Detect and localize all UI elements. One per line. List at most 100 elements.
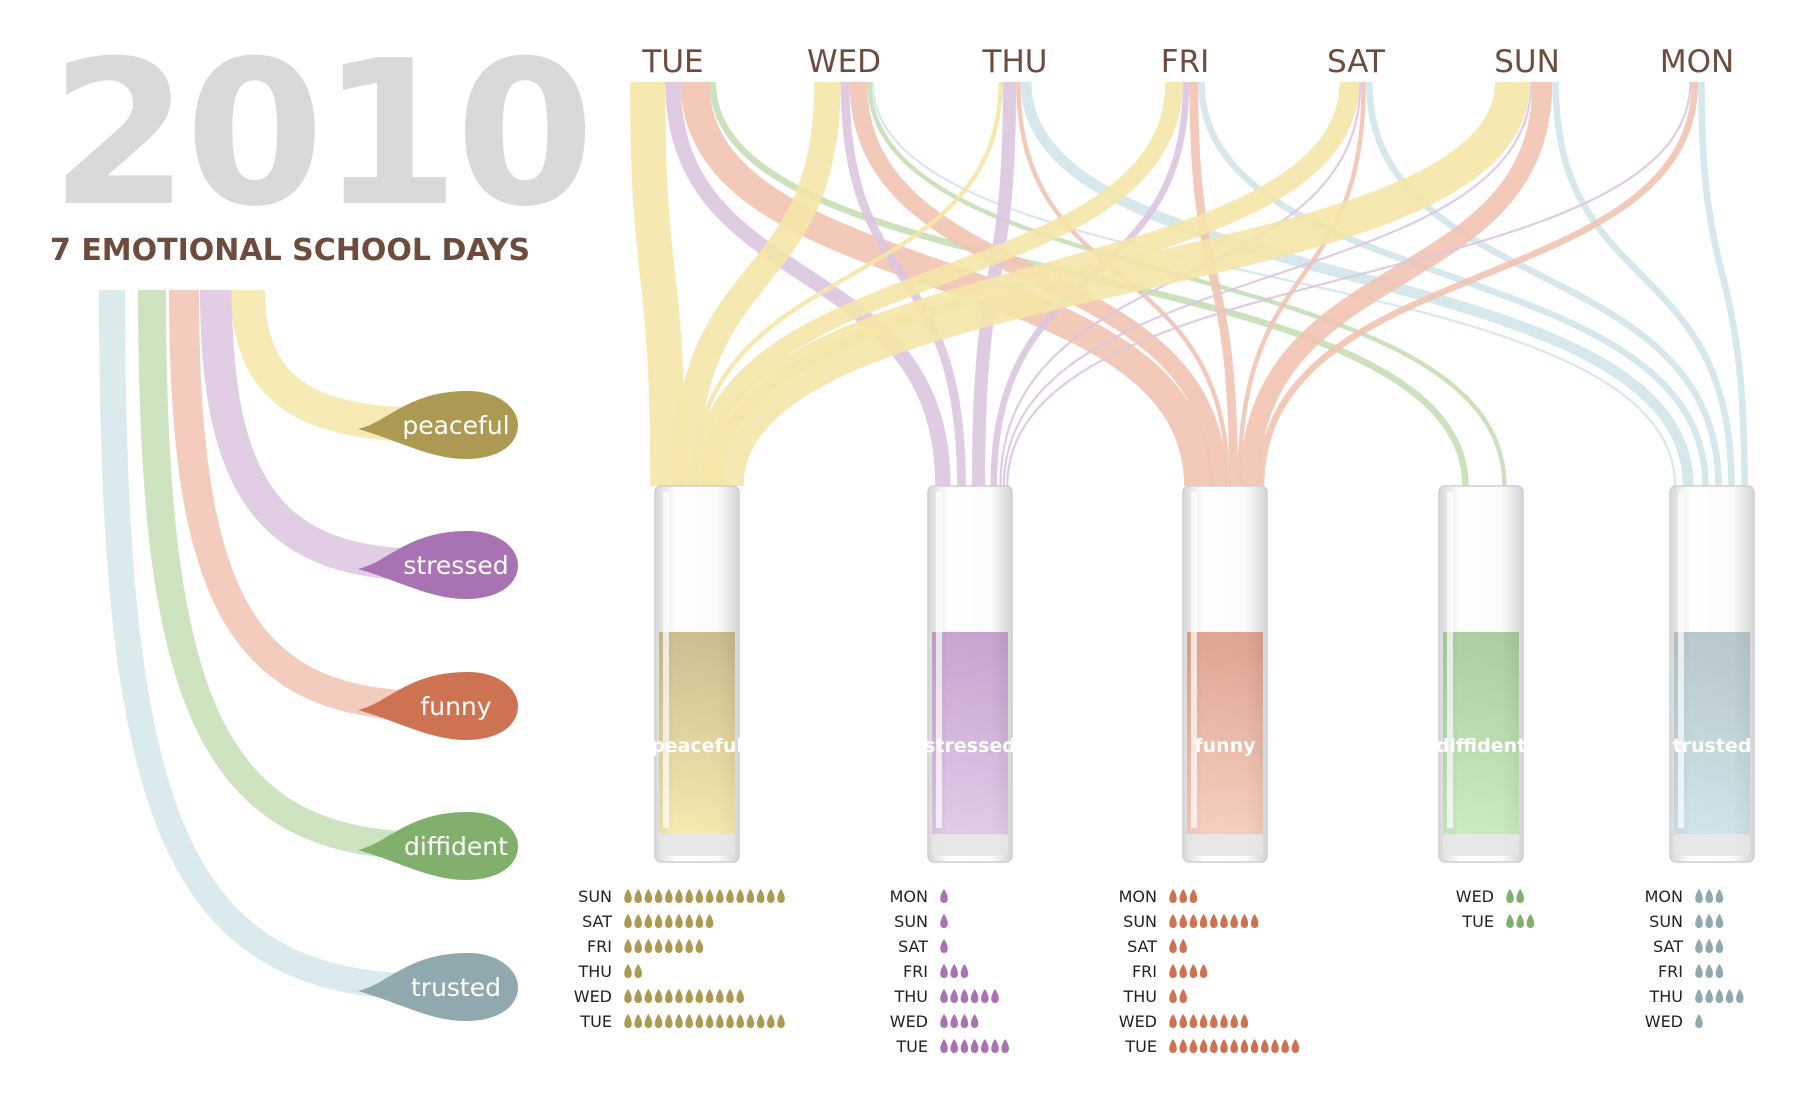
drop-icon xyxy=(1715,939,1724,953)
drop-icon xyxy=(1695,1014,1703,1028)
glass-highlight-peaceful xyxy=(663,492,669,828)
drop-icon xyxy=(1695,914,1703,928)
glass-label-trusted: trusted xyxy=(1673,735,1752,757)
drop-icon xyxy=(1001,1039,1009,1053)
count-day-label: WED xyxy=(1119,1012,1157,1031)
drop-icon xyxy=(1516,914,1524,928)
drop-icon xyxy=(644,939,653,953)
count-day-label: FRI xyxy=(1132,962,1157,981)
count-day-label: WED xyxy=(1645,1012,1683,1031)
drop-icon xyxy=(970,1039,979,1053)
day-label-mon: MON xyxy=(1660,44,1734,80)
count-day-label: WED xyxy=(574,987,612,1006)
glass-liquid-stressed xyxy=(932,632,1008,834)
drop-icon xyxy=(1715,964,1724,978)
flow-fri-to-trusted xyxy=(1198,81,1709,487)
drop-icon xyxy=(726,889,734,903)
drop-icon xyxy=(1705,914,1713,928)
drop-icon xyxy=(1705,989,1713,1003)
drop-icon xyxy=(675,1014,683,1028)
drop-icon xyxy=(1179,939,1187,953)
drop-icon xyxy=(644,889,653,903)
drop-icon xyxy=(960,1014,969,1028)
drop-icon xyxy=(960,1039,969,1053)
glass-base-diffident xyxy=(1443,834,1519,856)
glass-trusted: trusted xyxy=(1669,485,1755,863)
drop-icon xyxy=(665,914,673,928)
drop-icon xyxy=(1199,1014,1208,1028)
count-row-diffident-wed: WED xyxy=(1456,887,1524,906)
drop-icon xyxy=(1220,1014,1228,1028)
count-day-label: WED xyxy=(1456,887,1494,906)
glass-label-funny: funny xyxy=(1194,735,1256,757)
drop-icon xyxy=(1189,1039,1198,1053)
flow-sun-to-peaceful xyxy=(708,80,1531,488)
flow-thu-to-trusted xyxy=(1020,81,1694,487)
drop-icon xyxy=(644,1014,653,1028)
drop-icon xyxy=(695,939,704,953)
drop-icon xyxy=(1189,1014,1198,1028)
flow-thu-to-peaceful xyxy=(691,81,1003,487)
drop-icon xyxy=(665,1014,673,1028)
glass-diffident: diffident xyxy=(1436,485,1526,863)
legend-ribbon-peaceful xyxy=(231,289,431,442)
flow-tue-to-peaceful xyxy=(630,81,686,487)
drop-icon xyxy=(624,939,632,953)
drop-icon xyxy=(1210,914,1218,928)
count-row-peaceful-tue: TUE xyxy=(579,1012,785,1031)
drop-icon xyxy=(1725,989,1734,1003)
drop-icon xyxy=(685,889,693,903)
drop-icon xyxy=(1169,914,1177,928)
drop-icon xyxy=(665,989,673,1003)
count-day-label: MON xyxy=(1119,887,1157,906)
count-day-label: FRI xyxy=(587,937,612,956)
count-row-peaceful-sun: SUN xyxy=(578,887,785,906)
drop-icon xyxy=(654,939,663,953)
drop-icon xyxy=(1189,914,1198,928)
count-day-label: THU xyxy=(577,962,612,981)
count-day-label: SAT xyxy=(898,937,928,956)
drop-icon xyxy=(1250,1039,1259,1053)
glass-highlight-stressed xyxy=(936,492,942,828)
drop-icon xyxy=(1230,914,1238,928)
drop-icon xyxy=(1506,914,1514,928)
count-row-funny-thu: THU xyxy=(1122,987,1187,1006)
legend-item-stressed: stressed xyxy=(358,531,518,599)
drop-icon xyxy=(940,964,948,978)
drop-icon xyxy=(634,1014,642,1028)
drop-icon xyxy=(1169,1039,1177,1053)
drop-icon xyxy=(1705,964,1713,978)
legend-ribbon-stressed xyxy=(200,289,431,581)
drop-icon xyxy=(1695,939,1703,953)
drop-icon xyxy=(1261,1039,1269,1053)
count-day-label: SAT xyxy=(1653,937,1683,956)
glass-label-peaceful: peaceful xyxy=(651,735,743,757)
drop-icon xyxy=(1210,1039,1218,1053)
drop-icon xyxy=(644,989,653,1003)
flow-tue-to-stressed xyxy=(665,81,951,487)
drop-icon xyxy=(685,1014,693,1028)
legend-item-peaceful: peaceful xyxy=(358,391,518,459)
legend-label-stressed: stressed xyxy=(403,551,508,580)
drop-icon xyxy=(1220,914,1228,928)
drop-icon xyxy=(705,914,714,928)
drop-icon xyxy=(634,964,642,978)
drop-icon xyxy=(675,939,683,953)
count-table-stressed: MON SUN SAT FRI THU WED TUE xyxy=(890,887,1009,1056)
count-day-label: MON xyxy=(1645,887,1683,906)
glass-highlight-funny xyxy=(1191,492,1197,828)
flow-ribbons xyxy=(630,80,1748,488)
drop-icon xyxy=(705,889,714,903)
glass-label-diffident: diffident xyxy=(1436,735,1526,757)
count-table-funny: MON SUN SAT FRI THU WED TUE xyxy=(1119,887,1300,1056)
drop-icon xyxy=(1715,989,1724,1003)
drop-icon xyxy=(685,939,693,953)
drop-icon xyxy=(705,1014,714,1028)
legend-label-trusted: trusted xyxy=(411,973,501,1002)
drop-icon xyxy=(1169,964,1177,978)
drop-icon xyxy=(736,889,744,903)
flow-sun-to-stressed xyxy=(1002,81,1533,487)
flow-sat-to-trusted xyxy=(1365,81,1722,487)
drop-icon xyxy=(675,914,683,928)
drop-icon xyxy=(1526,914,1535,928)
